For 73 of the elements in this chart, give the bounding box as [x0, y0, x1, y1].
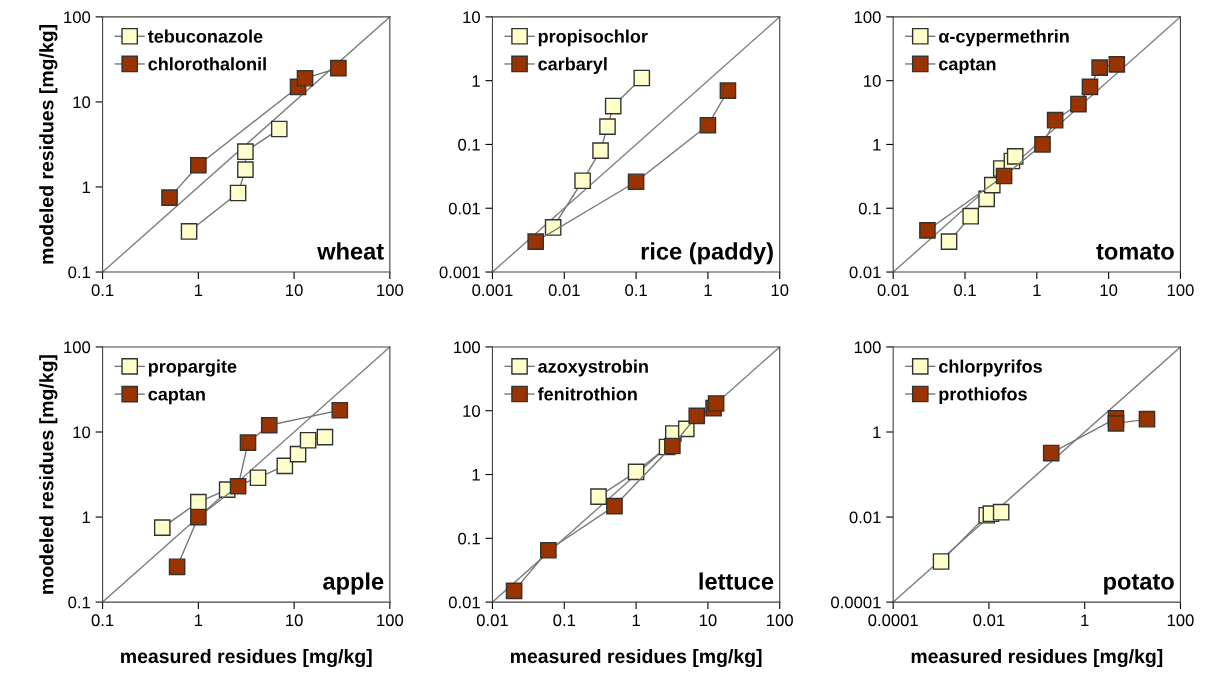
- legend-label: fenitrothion: [537, 387, 637, 401]
- annotation: wheat: [317, 242, 384, 260]
- legend-label: carbaryl: [538, 57, 607, 75]
- legend-label: captan: [939, 58, 996, 75]
- x-tick-label: 100: [1167, 284, 1194, 297]
- x-tick-label: 100: [377, 284, 404, 297]
- x-tick-label: 10: [1100, 284, 1118, 297]
- annotation: potato: [1104, 574, 1174, 595]
- x-tick-label: 0.1: [954, 284, 976, 297]
- y-tick-label: 10: [73, 96, 91, 109]
- legend-label: azoxystrobin: [538, 359, 648, 377]
- x-tick-label: 1: [1081, 614, 1089, 626]
- x-tick-label: 1: [1033, 284, 1041, 296]
- y-tick-label: 100: [854, 341, 881, 354]
- x-tick-label: 0.1: [553, 614, 576, 627]
- x-tick-label: 10: [699, 614, 717, 627]
- y-axis-title: modeled residues [mg/kg]: [39, 355, 58, 594]
- annotation: tomato: [1096, 244, 1174, 260]
- y-tick-label: 10: [864, 75, 881, 87]
- y-tick-label: 1: [472, 469, 480, 481]
- y-tick-label: 1: [472, 75, 480, 87]
- x-tick-label: 1: [704, 284, 712, 296]
- legend-label: propargite: [148, 359, 237, 377]
- y-tick-label: 100: [64, 341, 91, 354]
- y-tick-label: 1: [82, 511, 90, 524]
- x-tick-label: 100: [377, 614, 404, 627]
- legend-label: captan: [148, 388, 205, 405]
- y-tick-label: 100: [854, 11, 881, 24]
- x-axis-title: measured residues [mg/kg]: [911, 648, 1163, 668]
- legend-label: α-cypermethrin: [939, 29, 1069, 47]
- y-tick-label: 0.1: [458, 532, 480, 545]
- x-axis-title: measured residues [mg/kg]: [510, 648, 762, 668]
- legend-label: propisochlor: [538, 29, 648, 47]
- y-tick-label: 0.01: [849, 266, 881, 279]
- y-tick-label: 0.001: [439, 266, 480, 279]
- annotation: apple: [323, 572, 384, 595]
- x-tick-label: 100: [1167, 614, 1194, 627]
- y-tick-label: 0.01: [849, 511, 881, 524]
- annotation: lettuce: [699, 572, 774, 590]
- legend-label: chlorothalonil: [148, 57, 266, 71]
- y-tick-label: 100: [454, 341, 480, 354]
- legend-label: tebuconazole: [147, 29, 263, 43]
- y-tick-label: 0.1: [858, 202, 881, 215]
- x-tick-label: 1: [194, 614, 203, 626]
- y-tick-label: 0.1: [68, 596, 90, 609]
- x-tick-label: 0.1: [91, 284, 114, 297]
- annotation: rice (paddy): [641, 242, 773, 265]
- y-tick-label: 0.1: [458, 138, 480, 151]
- x-tick-label: 10: [286, 284, 303, 297]
- x-tick-label: 1: [194, 284, 203, 296]
- y-tick-label: 10: [463, 405, 480, 417]
- legend-label: prothiofos: [939, 387, 1027, 405]
- y-tick-label: 10: [73, 426, 91, 439]
- y-tick-label: 0.1: [68, 266, 90, 279]
- x-tick-label: 100: [767, 614, 793, 627]
- y-tick-label: 1: [873, 139, 881, 151]
- x-tick-label: 10: [286, 614, 303, 627]
- x-tick-label: 1: [632, 614, 640, 626]
- y-tick-label: 1: [82, 181, 90, 194]
- x-tick-label: 0.01: [973, 614, 1005, 627]
- x-tick-label: 10: [771, 284, 789, 297]
- y-tick-label: 100: [64, 11, 91, 24]
- y-tick-label: 0.01: [448, 596, 480, 609]
- y-tick-label: 0.0001: [831, 596, 881, 609]
- x-tick-label: 0.1: [625, 284, 647, 297]
- y-tick-label: 0.01: [448, 202, 480, 215]
- x-axis-title: measured residues [mg/kg]: [121, 648, 372, 668]
- y-tick-label: 1: [873, 426, 881, 439]
- y-axis-title: modeled residues [mg/kg]: [39, 25, 58, 264]
- legend-label: chlorpyrifos: [939, 359, 1042, 377]
- x-tick-label: 0.1: [91, 614, 114, 627]
- y-tick-label: 10: [463, 11, 480, 24]
- x-tick-label: 0.01: [548, 284, 580, 297]
